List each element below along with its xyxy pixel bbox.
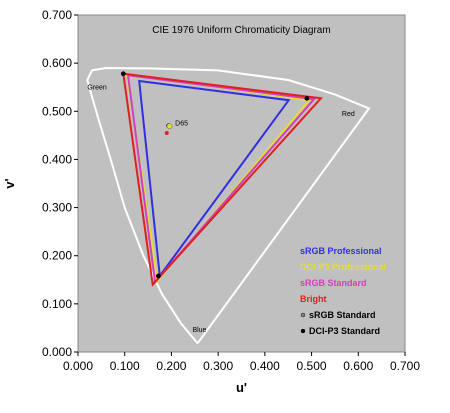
y-tick-label: 0.200 [42, 249, 72, 263]
series-triangle-2 [126, 74, 316, 285]
series-point-5-2 [155, 273, 161, 279]
y-tick-label: 0.600 [42, 56, 72, 70]
x-tick-label: 0.100 [110, 359, 140, 373]
legend-label-5: DCI-P3 Standard [309, 326, 380, 336]
series-triangle-3 [122, 72, 323, 287]
x-tick-label: 0.200 [156, 359, 186, 373]
legend-label-0: sRGB Professional [300, 246, 382, 256]
series-triangle-0 [138, 79, 291, 279]
legend-marker-5 [300, 328, 306, 334]
x-tick-label: 0.400 [250, 359, 280, 373]
legend-label-1: DCI-P3 Professional [300, 262, 386, 272]
region-label-2: Blue [192, 327, 206, 334]
white-point-marker [166, 123, 173, 130]
region-labels: Green Red Blue D65 [87, 85, 355, 334]
legend: sRGB Professional DCI-P3 Professional sRGB… [300, 246, 386, 336]
region-label-1: Red [342, 111, 355, 118]
legend-label-2: sRGB Standard [300, 278, 367, 288]
legend-label-3: Bright [300, 294, 327, 304]
series-point-5-1 [304, 95, 310, 101]
x-axis-label: u' [236, 380, 247, 395]
x-tick-label: 0.000 [63, 359, 93, 373]
legend-marker-4 [300, 312, 306, 318]
series-layer [120, 71, 323, 287]
y-tick-label: 0.700 [42, 8, 72, 22]
legend-label-4: sRGB Standard [309, 310, 376, 320]
region-label-0: Green [87, 85, 107, 92]
y-tick-label: 0.100 [42, 297, 72, 311]
y-tick-label: 0.500 [42, 104, 72, 118]
red-point-marker [164, 130, 169, 135]
chart-title: CIE 1976 Uniform Chromaticity Diagram [152, 25, 330, 36]
axes: 0.000 0.100 0.200 0.300 0.400 0.500 0.600 0.700… [42, 8, 420, 373]
series-point-5-0 [120, 71, 126, 77]
y-tick-label: 0.300 [42, 201, 72, 215]
x-tick-label: 0.700 [390, 359, 420, 373]
region-label-3: D65 [175, 121, 188, 128]
x-tick-label: 0.500 [297, 359, 327, 373]
x-tick-label: 0.600 [343, 359, 373, 373]
y-tick-label: 0.400 [42, 152, 72, 166]
x-tick-label: 0.300 [203, 359, 233, 373]
y-axis-label: v' [2, 178, 17, 188]
y-tick-label: 0.000 [42, 345, 72, 359]
